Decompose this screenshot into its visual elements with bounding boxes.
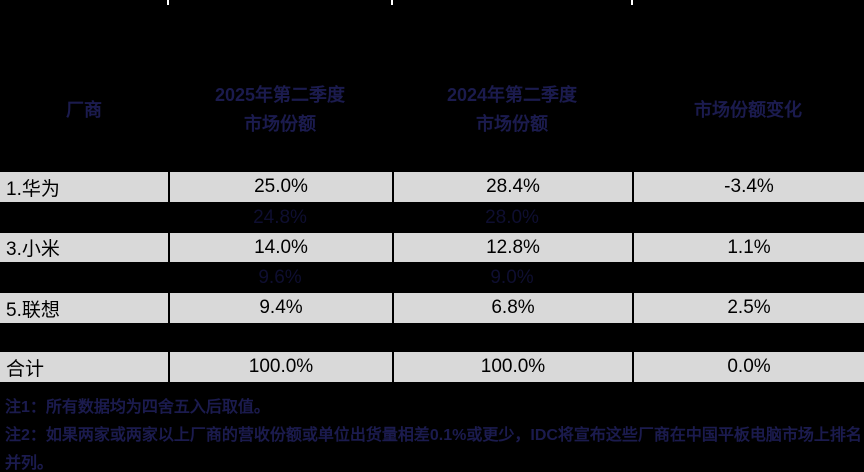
share-2025q2-cell: 9.4% bbox=[168, 293, 392, 323]
column-header-label: 市场份额变化 bbox=[694, 99, 802, 120]
table-header-row: 厂商 2025年第二季度 市场份额 2024年第二季度 市场份额 市场份额变化 bbox=[0, 0, 864, 172]
table-row-lenovo: 5.联想 9.4% 6.8% 2.5% bbox=[0, 293, 864, 323]
share-change-cell: 1.1% bbox=[632, 233, 864, 262]
column-header-2025q2-share: 2025年第二季度 市场份额 bbox=[168, 0, 392, 172]
share-2024q2-cell: 9.0% bbox=[490, 266, 534, 288]
share-2024q2-cell bbox=[392, 323, 632, 352]
share-change-cell: -3.4% bbox=[632, 172, 864, 202]
share-2025q2-cell: 9.6% bbox=[258, 266, 302, 288]
column-header-label-line1: 2025年第二季度 bbox=[214, 85, 346, 105]
column-header-label-line2: 市场份额 bbox=[476, 114, 548, 134]
share-2024q2-cell: 12.8% bbox=[392, 233, 632, 262]
table-row-hidden-others bbox=[0, 323, 864, 352]
column-header-label-line2: 市场份额 bbox=[244, 114, 316, 134]
footnotes: 注1：所有数据均为四舍五入后取值。 注2：如果两家或两家以上厂商的营收份额或单位… bbox=[0, 382, 864, 472]
share-2025q2-cell: 100.0% bbox=[168, 352, 392, 382]
column-header-share-change: 市场份额变化 bbox=[632, 0, 864, 172]
column-boundary-tick bbox=[391, 0, 393, 5]
vendor-cell: 1.华为 bbox=[0, 172, 168, 202]
column-header-vendor: 厂商 bbox=[0, 0, 168, 172]
table-row-hidden-rank2: 24.8% 28.0% bbox=[0, 202, 864, 233]
vendor-cell bbox=[0, 323, 168, 352]
share-2025q2-cell bbox=[168, 323, 392, 352]
share-2024q2-cell: 6.8% bbox=[392, 293, 632, 323]
column-boundary-tick bbox=[167, 0, 169, 5]
vendor-cell: 5.联想 bbox=[0, 293, 168, 323]
table-row-hidden-rank4: 9.6% 9.0% bbox=[0, 262, 864, 293]
share-2024q2-cell: 28.0% bbox=[485, 206, 539, 228]
column-header-label: 厂商 bbox=[66, 99, 102, 120]
share-change-cell: 2.5% bbox=[632, 293, 864, 323]
share-change-cell: 0.0% bbox=[632, 352, 864, 382]
share-2025q2-cell: 25.0% bbox=[168, 172, 392, 202]
footnote-line-2: 注2：如果两家或两家以上厂商的营收份额或单位出货量相差0.1%或更少，IDC将宣… bbox=[5, 427, 862, 444]
share-change-cell bbox=[632, 262, 864, 293]
footnote-line-1: 注1：所有数据均为四舍五入后取值。 bbox=[5, 399, 270, 416]
table-row-total: 合计 100.0% 100.0% 0.0% bbox=[0, 352, 864, 382]
share-change-cell bbox=[632, 202, 864, 233]
column-header-2024q2-share: 2024年第二季度 市场份额 bbox=[392, 0, 632, 172]
vendor-cell bbox=[0, 202, 168, 233]
vendor-cell: 3.小米 bbox=[0, 233, 168, 262]
share-2024q2-cell: 100.0% bbox=[392, 352, 632, 382]
vendor-cell: 合计 bbox=[0, 352, 168, 382]
share-change-cell bbox=[632, 323, 864, 352]
share-2025q2-cell: 24.8% bbox=[253, 206, 307, 228]
vendor-cell bbox=[0, 262, 168, 293]
share-2024q2-cell: 28.4% bbox=[392, 172, 632, 202]
table-row-xiaomi: 3.小米 14.0% 12.8% 1.1% bbox=[0, 233, 864, 262]
column-header-label-line1: 2024年第二季度 bbox=[446, 85, 578, 105]
footnote-line-3: 并列。 bbox=[5, 455, 54, 472]
table-row-huawei: 1.华为 25.0% 28.4% -3.4% bbox=[0, 172, 864, 202]
share-2025q2-cell: 14.0% bbox=[168, 233, 392, 262]
column-boundary-tick bbox=[631, 0, 633, 5]
